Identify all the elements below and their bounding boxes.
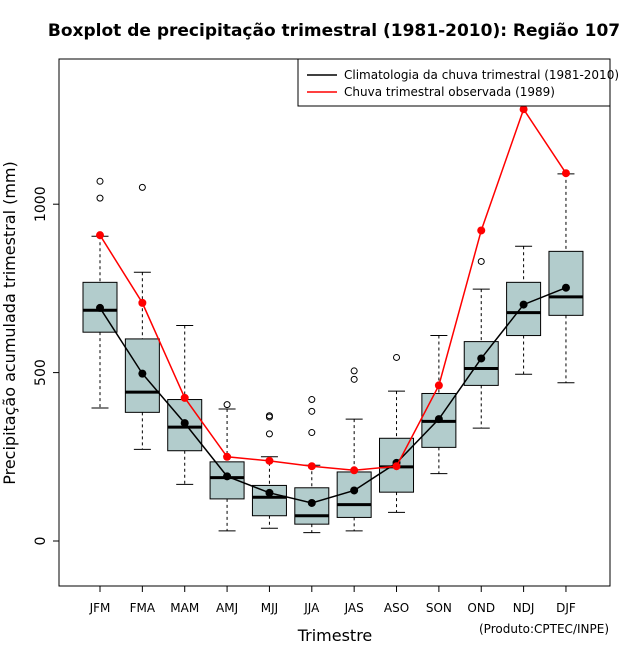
legend: Climatologia da chuva trimestral (1981-2… — [297, 58, 619, 107]
outlier-point — [138, 183, 146, 191]
box-fma — [124, 183, 160, 450]
outlier-point — [308, 407, 316, 415]
box-ond — [463, 257, 499, 429]
point-climatology-djf — [561, 283, 570, 292]
box-jfm — [82, 177, 118, 409]
credit-text: (Produto:CPTEC/INPE) — [479, 622, 609, 636]
point-climatology-jas — [350, 486, 359, 495]
outlier-point — [96, 177, 104, 185]
point-observed-jas — [350, 466, 359, 475]
outlier-point — [265, 413, 273, 421]
point-observed-mjj — [265, 456, 274, 465]
box-ndj — [506, 245, 542, 375]
x-tick-label: JJA — [303, 601, 320, 615]
point-climatology-mam — [180, 419, 189, 428]
point-observed-ond — [477, 226, 486, 235]
series-line-observed — [99, 107, 567, 472]
box-jas — [336, 367, 372, 532]
x-tick-label: MAM — [170, 601, 199, 615]
point-climatology-jja — [307, 498, 316, 507]
outlier-point — [350, 367, 358, 375]
x-tick-label: AMJ — [216, 601, 238, 615]
point-climatology-son — [434, 415, 443, 424]
box-mam — [167, 324, 203, 485]
outlier-point — [393, 353, 401, 361]
x-tick-label: OND — [467, 601, 495, 615]
point-climatology-jfm — [96, 303, 104, 312]
point-climatology-fma — [138, 369, 147, 378]
box-amj — [209, 401, 245, 532]
point-observed-jfm — [96, 231, 104, 240]
point-observed-amj — [223, 452, 232, 461]
x-tick-label: SON — [426, 601, 452, 615]
y-tick-label: 500 — [33, 359, 49, 386]
x-axis-label: Trimestre — [297, 626, 373, 645]
box-iqr — [506, 281, 542, 337]
x-tick-label: JFM — [89, 601, 111, 615]
point-observed-jja — [307, 462, 316, 471]
outlier-point — [223, 401, 231, 409]
outlier-point — [265, 430, 273, 438]
x-tick-label: FMA — [130, 601, 156, 615]
point-observed-ndj — [519, 105, 528, 114]
y-tick-label: 1000 — [33, 186, 49, 222]
point-observed-mam — [180, 393, 189, 402]
point-observed-fma — [138, 298, 147, 307]
legend-box — [297, 58, 611, 107]
point-climatology-ndj — [519, 300, 528, 309]
box-djf — [548, 173, 584, 384]
outlier-point — [308, 429, 316, 437]
box-iqr — [463, 341, 499, 386]
box-iqr — [548, 250, 584, 316]
box-aso — [379, 353, 415, 513]
x-tick-label: ASO — [384, 601, 409, 615]
outlier-point — [477, 257, 485, 265]
outlier-point — [350, 375, 358, 383]
x-tick-label: DJF — [556, 601, 576, 615]
legend-label: Climatologia da chuva trimestral (1981-2… — [344, 68, 619, 82]
legend-label: Chuva trimestral observada (1989) — [344, 85, 555, 99]
box-son — [421, 335, 457, 475]
y-axis-label: Precipitação acumulada trimestral (mm) — [0, 161, 19, 485]
point-observed-aso — [392, 462, 401, 471]
series-line-climatology — [99, 287, 567, 504]
chart-title: Boxplot de precipitação trimestral (1981… — [48, 21, 620, 41]
outlier-point — [96, 194, 104, 202]
point-climatology-ond — [477, 354, 486, 363]
point-observed-son — [434, 381, 443, 390]
box-mjj — [251, 412, 287, 529]
x-tick-label: NDJ — [513, 601, 535, 615]
box-iqr — [124, 338, 160, 413]
x-tick-label: JAS — [344, 601, 364, 615]
outlier-point — [308, 396, 316, 404]
y-tick-label: 0 — [33, 537, 49, 546]
point-climatology-mjj — [265, 488, 274, 497]
point-climatology-amj — [223, 472, 232, 481]
x-tick-label: MJJ — [261, 601, 278, 615]
point-observed-djf — [561, 169, 570, 178]
